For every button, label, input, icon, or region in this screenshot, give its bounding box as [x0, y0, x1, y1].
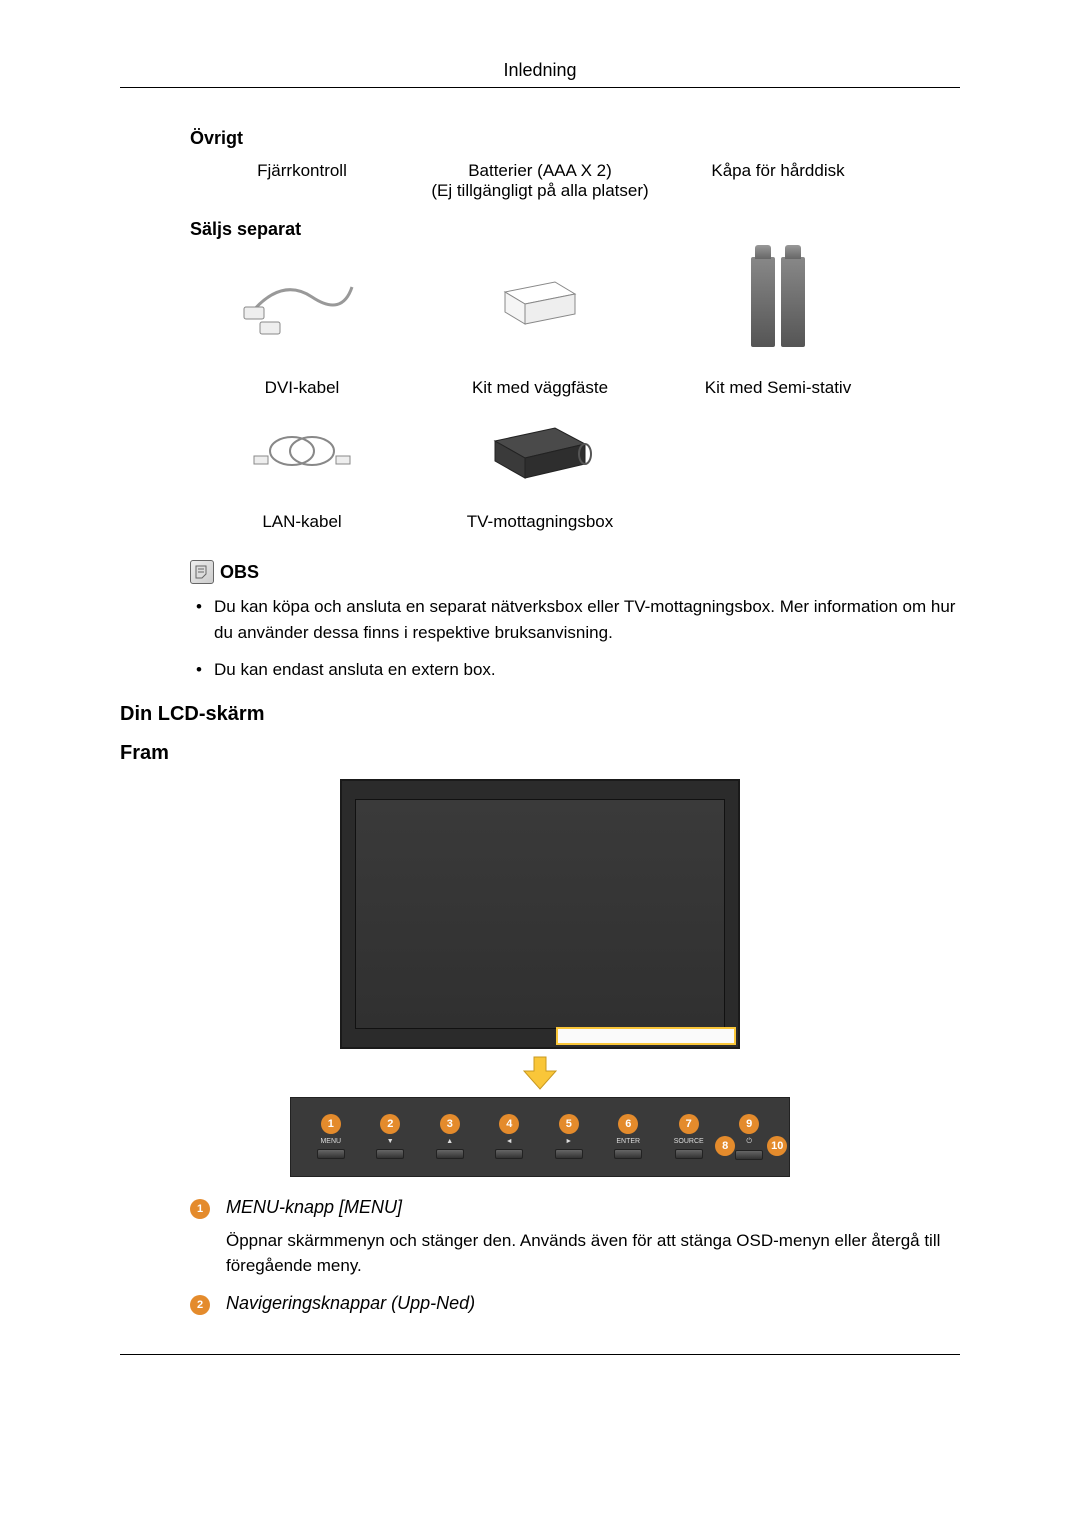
- lcd-figure: 1 MENU 2 ▼ 3 ▲ 4 ◄ 5 ►: [120, 779, 960, 1177]
- btn-label-menu: MENU: [320, 1138, 341, 1145]
- panel-btn-3: 3 ▲: [436, 1114, 464, 1159]
- item-kapa: Kåpa för hårddisk: [666, 161, 890, 201]
- stand-pair-icon: [751, 257, 805, 347]
- panel-btn-9: 9 ⏻ 8 10: [735, 1114, 763, 1160]
- control-highlight: [556, 1027, 736, 1045]
- stand-right: [781, 257, 805, 347]
- panel-btn-4: 4 ◄: [495, 1114, 523, 1159]
- num-1: 1: [321, 1114, 341, 1134]
- item-label: Kåpa för hårddisk: [711, 161, 844, 180]
- tvbox-image: [428, 416, 652, 486]
- btn-label-enter: ENTER: [616, 1138, 640, 1145]
- num-2: 2: [380, 1114, 400, 1134]
- item-batterier: Batterier (AAA X 2) (Ej tillgängligt på …: [428, 161, 652, 201]
- num-body-1: Öppnar skärmmenyn och stänger den. Använ…: [226, 1228, 960, 1279]
- numbered-list: 1 MENU-knapp [MENU] Öppnar skärmmenyn oc…: [190, 1197, 960, 1314]
- semistativ-label: Kit med Semi-stativ: [666, 378, 890, 398]
- phys-btn: [495, 1149, 523, 1159]
- saljs-row-1-labels: DVI-kabel Kit med väggfäste Kit med Semi…: [190, 378, 890, 398]
- wallmount-label: Kit med väggfäste: [428, 378, 652, 398]
- num-4: 4: [499, 1114, 519, 1134]
- num-7: 7: [679, 1114, 699, 1134]
- num-10: 10: [767, 1136, 787, 1156]
- lan-label: LAN-kabel: [190, 512, 414, 532]
- phys-btn: [735, 1150, 763, 1160]
- lan-cable-icon: [252, 426, 352, 476]
- num-badge-1: 1: [190, 1199, 210, 1219]
- lcd-subheading: Fram: [120, 742, 960, 765]
- dvi-cable-col: [190, 252, 414, 360]
- item-label: Fjärrkontroll: [257, 161, 347, 180]
- semistativ-col: [666, 252, 890, 360]
- document-page: Inledning Övrigt Fjärrkontroll Batterier…: [0, 0, 1080, 1415]
- num-title-2: Navigeringsknappar (Upp-Ned): [226, 1293, 960, 1314]
- btn-label-source: SOURCE: [674, 1138, 704, 1145]
- footer-divider: [120, 1354, 960, 1355]
- saljs-heading: Säljs separat: [190, 219, 960, 240]
- obs-heading-row: OBS: [190, 560, 960, 584]
- monitor-frame: [340, 779, 740, 1049]
- item-sublabel: (Ej tillgängligt på alla platser): [431, 181, 648, 200]
- panel-btn-5: 5 ►: [555, 1114, 583, 1159]
- saljs-row-2-images: [190, 416, 890, 494]
- note-icon: [190, 560, 214, 584]
- lan-cable-col: [190, 416, 414, 494]
- wallmount-image: [428, 252, 652, 352]
- num-3: 3: [440, 1114, 460, 1134]
- box-icon: [495, 272, 585, 332]
- obs-bullet-1: Du kan köpa och ansluta en separat nätve…: [190, 594, 960, 645]
- tvbox-label: TV-mottagningsbox: [428, 512, 652, 532]
- num-6: 6: [618, 1114, 638, 1134]
- lcd-heading: Din LCD-skärm: [120, 703, 960, 726]
- empty-col: [666, 416, 890, 494]
- num-badge-2: 2: [190, 1295, 210, 1315]
- saljs-row-2-labels: LAN-kabel TV-mottagningsbox: [190, 512, 890, 532]
- lan-cable-image: [190, 416, 414, 486]
- btn-label-up: ▲: [446, 1138, 453, 1145]
- item-fjarrkontroll: Fjärrkontroll: [190, 161, 414, 201]
- numbered-item-2: 2 Navigeringsknappar (Upp-Ned): [190, 1293, 960, 1314]
- num-5: 5: [559, 1114, 579, 1134]
- btn-label-down: ▼: [387, 1138, 394, 1145]
- panel-btn-1: 1 MENU: [317, 1114, 345, 1159]
- btn-label-power: ⏻: [746, 1138, 752, 1146]
- numbered-item-1: 1 MENU-knapp [MENU] Öppnar skärmmenyn oc…: [190, 1197, 960, 1279]
- panel-btn-2: 2 ▼: [376, 1114, 404, 1159]
- dvi-cable-icon: [242, 267, 362, 337]
- tvbox-col: [428, 416, 652, 494]
- phys-btn: [317, 1149, 345, 1159]
- arrow-down-icon: [520, 1055, 560, 1091]
- phys-btn: [436, 1149, 464, 1159]
- panel-btn-7: 7 SOURCE: [674, 1114, 704, 1159]
- obs-bullet-2: Du kan endast ansluta en extern box.: [190, 657, 960, 683]
- obs-bullets: Du kan köpa och ansluta en separat nätve…: [190, 594, 960, 683]
- phys-btn: [614, 1149, 642, 1159]
- btn-label-left: ◄: [506, 1138, 513, 1145]
- num-9: 9: [739, 1114, 759, 1134]
- num-8: 8: [715, 1136, 735, 1156]
- num-title-1: MENU-knapp [MENU]: [226, 1197, 960, 1218]
- ovrigt-heading: Övrigt: [190, 128, 960, 149]
- dvi-label: DVI-kabel: [190, 378, 414, 398]
- saljs-row-1-images: [190, 252, 890, 360]
- stand-left: [751, 257, 775, 347]
- dvi-cable-image: [190, 252, 414, 352]
- panel-btn-6: 6 ENTER: [614, 1114, 642, 1159]
- tvbox-icon: [485, 416, 595, 486]
- empty-label: [666, 512, 890, 532]
- phys-btn: [675, 1149, 703, 1159]
- phys-btn: [376, 1149, 404, 1159]
- monitor-screen: [355, 799, 725, 1029]
- page-header: Inledning: [120, 60, 960, 88]
- phys-btn: [555, 1149, 583, 1159]
- semistativ-image: [666, 252, 890, 352]
- wallmount-col: [428, 252, 652, 360]
- item-label: Batterier (AAA X 2): [468, 161, 612, 180]
- ovrigt-row: Fjärrkontroll Batterier (AAA X 2) (Ej ti…: [190, 161, 890, 201]
- btn-label-right: ►: [565, 1138, 572, 1145]
- button-panel: 1 MENU 2 ▼ 3 ▲ 4 ◄ 5 ►: [290, 1097, 790, 1177]
- obs-label: OBS: [220, 562, 259, 583]
